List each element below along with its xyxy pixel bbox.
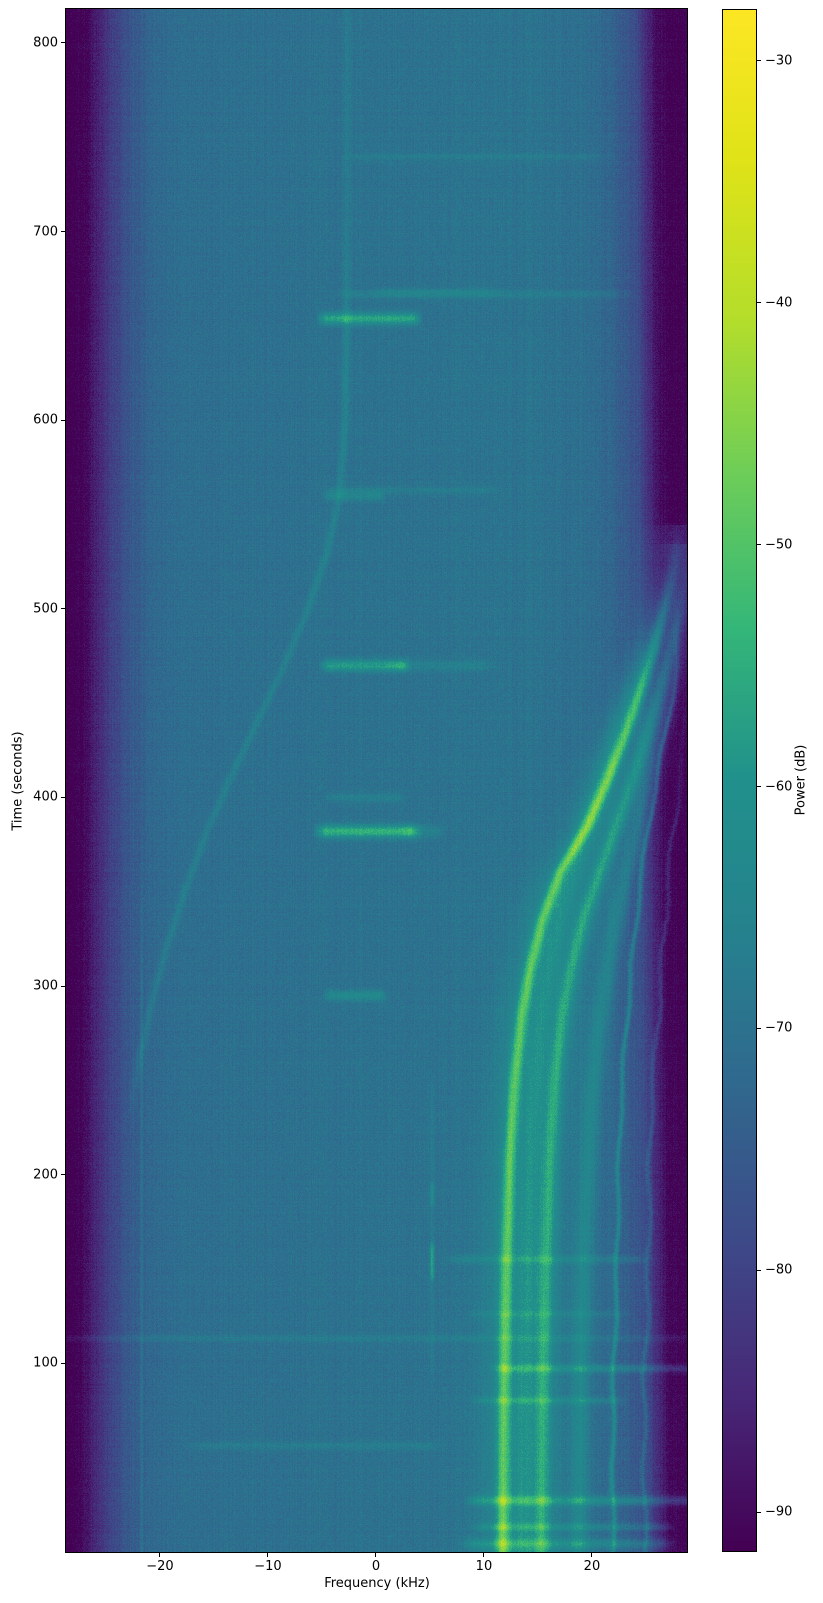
y-tick-mark [61, 985, 65, 987]
x-tick-label: 20 [583, 1559, 601, 1574]
colorbar-tick-mark [757, 544, 761, 546]
y-axis-label: Time (seconds) [10, 731, 26, 831]
colorbar-tick-label: −40 [765, 295, 793, 311]
y-tick-label: 100 [33, 1355, 58, 1371]
y-tick-mark [61, 796, 65, 798]
x-tick-mark [267, 1553, 269, 1557]
x-tick-label: 10 [475, 1559, 493, 1574]
y-tick-label: 700 [33, 224, 58, 240]
colorbar-tick-mark [757, 1269, 761, 1271]
y-tick-label: 600 [33, 412, 58, 428]
colorbar-tick-label: −30 [765, 53, 793, 69]
y-tick-mark [61, 608, 65, 610]
colorbar-tick-mark [757, 1511, 761, 1513]
colorbar-tick-label: −50 [765, 537, 793, 553]
y-tick-mark [61, 42, 65, 44]
colorbar-tick-mark [757, 302, 761, 304]
colorbar-tick-mark [757, 1027, 761, 1029]
spectrogram-heatmap [66, 9, 687, 1552]
y-tick-label: 200 [33, 1167, 58, 1183]
x-tick-mark [591, 1553, 593, 1557]
x-axis-label: Frequency (kHz) [324, 1576, 430, 1591]
x-tick-mark [375, 1553, 377, 1557]
colorbar-tick-label: −70 [765, 1020, 793, 1036]
y-tick-mark [61, 1362, 65, 1364]
x-tick-label: −10 [254, 1559, 282, 1574]
colorbar-tick-mark [757, 60, 761, 62]
x-tick-label: 0 [371, 1559, 381, 1574]
y-tick-label: 400 [33, 789, 58, 805]
y-tick-label: 500 [33, 601, 58, 617]
y-tick-mark [61, 231, 65, 233]
x-tick-mark [483, 1553, 485, 1557]
y-tick-mark [61, 419, 65, 421]
x-tick-mark [159, 1553, 161, 1557]
y-tick-label: 300 [33, 978, 58, 994]
colorbar-tick-label: −90 [765, 1504, 793, 1520]
colorbar-gradient [723, 10, 756, 1551]
y-tick-mark [61, 1174, 65, 1176]
colorbar-label: Power (dB) [793, 744, 809, 816]
y-tick-label: 800 [33, 35, 58, 51]
colorbar-tick-label: −60 [765, 779, 793, 795]
colorbar-tick-label: −80 [765, 1262, 793, 1278]
x-tick-label: −20 [146, 1559, 174, 1574]
colorbar-tick-mark [757, 786, 761, 788]
